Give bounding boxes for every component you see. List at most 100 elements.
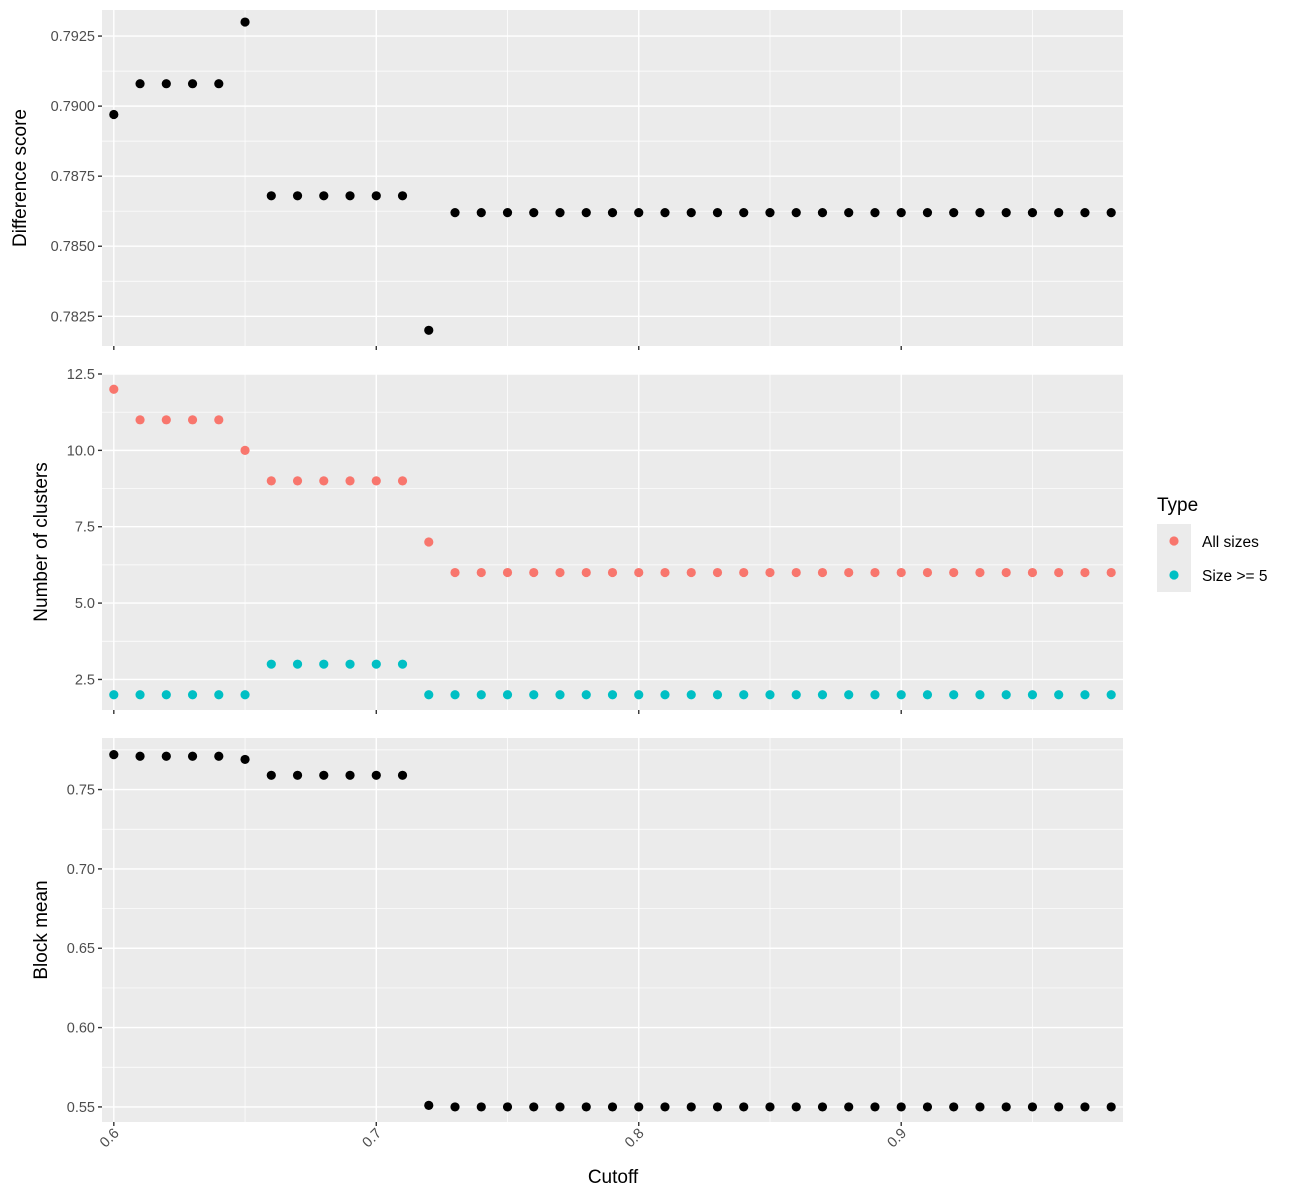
y-axis-title: Difference score (10, 109, 31, 247)
data-point (450, 208, 460, 218)
data-point (634, 1102, 644, 1112)
y-tick-label: 0.7825 (51, 309, 95, 325)
data-point (1054, 1102, 1064, 1112)
data-point (1106, 208, 1116, 218)
data-point (187, 79, 198, 89)
panel-1: 0.7825 0.7850 0.7875 0.7900 0.7925 Difference… (10, 10, 1123, 350)
data-point (1054, 690, 1064, 700)
y-tick-label: 0.7925 (51, 29, 95, 45)
data-point (581, 690, 591, 700)
data-point (319, 476, 329, 486)
data-point (135, 415, 145, 425)
data-point (607, 208, 618, 218)
data-point (450, 1102, 460, 1112)
data-point (844, 567, 854, 578)
data-point (371, 770, 381, 780)
data-point (397, 476, 408, 486)
x-tick-label: 0.8 (622, 1126, 648, 1152)
data-point (660, 208, 670, 218)
data-point (791, 1102, 801, 1112)
data-point (476, 690, 486, 700)
legend: Type All sizes Size >= 5 (1157, 495, 1268, 592)
data-point (109, 384, 119, 394)
x-tick-label: 0.9 (884, 1126, 910, 1152)
data-point (922, 208, 933, 218)
y-tick-label: 7.5 (75, 520, 95, 536)
series-1 (109, 17, 1116, 335)
data-point (424, 537, 434, 547)
data-point (739, 208, 749, 218)
y-tick-label: 0.7850 (51, 239, 95, 255)
data-point (502, 567, 513, 578)
data-point (371, 476, 381, 486)
data-point (161, 415, 171, 425)
y-tick-label: 12.5 (67, 367, 95, 383)
data-point (949, 567, 959, 578)
y-tick-label: 0.60 (67, 1021, 95, 1037)
data-point (607, 567, 618, 578)
data-point (844, 690, 854, 700)
data-point (712, 1102, 723, 1112)
y-axis-title: Block mean (31, 880, 52, 979)
data-point (634, 208, 644, 218)
data-point (371, 659, 381, 669)
data-point (1080, 567, 1090, 578)
data-point (529, 567, 539, 578)
data-point (424, 1100, 434, 1110)
data-point (686, 690, 696, 700)
data-point (896, 567, 906, 578)
data-point (529, 1102, 539, 1112)
data-point (660, 1102, 670, 1112)
data-point (555, 208, 565, 218)
data-point (345, 191, 355, 201)
data-point (686, 208, 696, 218)
data-point (476, 1102, 486, 1112)
data-point (502, 208, 513, 218)
data-point (555, 567, 565, 578)
data-point (319, 191, 329, 201)
x-tick-label: 0.7 (360, 1126, 386, 1152)
data-point (1080, 1102, 1090, 1112)
data-point (922, 1102, 933, 1112)
data-point (975, 567, 985, 578)
data-point (1080, 208, 1090, 218)
data-point (476, 567, 486, 578)
data-point (424, 325, 434, 335)
data-point (660, 690, 670, 700)
data-point (240, 445, 250, 455)
data-point (870, 208, 880, 218)
data-point (607, 690, 618, 700)
data-point (292, 659, 303, 669)
data-point (870, 567, 880, 578)
data-point (266, 770, 276, 780)
data-point (712, 690, 723, 700)
data-point (161, 79, 171, 89)
data-point (1106, 567, 1116, 578)
data-point (319, 659, 329, 669)
data-point (817, 567, 828, 578)
data-point (240, 690, 250, 700)
data-point (187, 751, 198, 761)
data-point (266, 659, 276, 669)
data-point (922, 567, 933, 578)
data-point (607, 1102, 618, 1112)
data-point (240, 17, 250, 27)
y-tick-label: 0.70 (67, 862, 95, 878)
data-point (765, 567, 775, 578)
data-point (870, 690, 880, 700)
y-tick-label: 10.0 (67, 443, 95, 459)
data-point (634, 690, 644, 700)
data-point (739, 690, 749, 700)
data-point (712, 567, 723, 578)
data-point (187, 415, 198, 425)
data-point (1001, 208, 1011, 218)
y-tick-label: 0.55 (67, 1100, 95, 1116)
data-point (949, 208, 959, 218)
data-point (214, 751, 224, 761)
data-point (581, 1102, 591, 1112)
data-point (345, 659, 355, 669)
data-point (1027, 208, 1038, 218)
series-1 (109, 384, 1116, 578)
data-point (817, 208, 828, 218)
data-point (581, 208, 591, 218)
